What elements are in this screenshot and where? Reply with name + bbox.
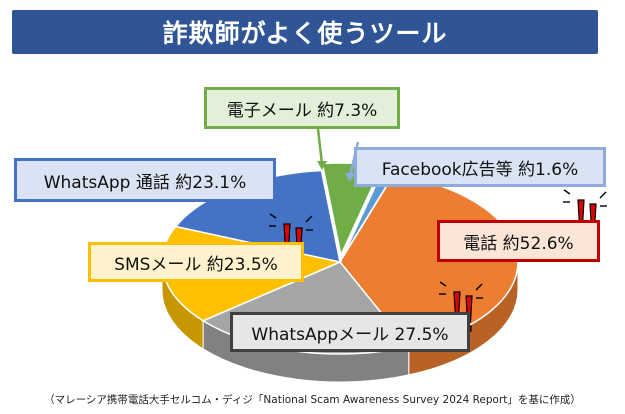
email-leader-line [316, 128, 324, 165]
facebook-leader-line-arrowhead [345, 173, 355, 182]
slice-label-phone: 電話 約52.6% [437, 220, 600, 262]
slice-label-facebook-ads: Facebook広告等 約1.6% [354, 147, 606, 187]
email-leader-line-arrowhead [317, 161, 327, 170]
slice-label-sms: SMSメール 約23.5% [88, 242, 304, 282]
slice-label-email: 電子メール 約7.3% [204, 87, 400, 129]
slice-label-whatsapp-call: WhatsApp 通話 約23.1% [14, 158, 276, 202]
source-footnote: （マレーシア携帯電話大手セルコム・ディジ「National Scam Aware… [44, 394, 581, 406]
slice-label-whatsapp-message: WhatsAppメール 27.5% [230, 312, 470, 352]
title-banner: 詐欺師がよく使うツール [12, 10, 598, 54]
chart-title: 詐欺師がよく使うツール [162, 19, 448, 48]
